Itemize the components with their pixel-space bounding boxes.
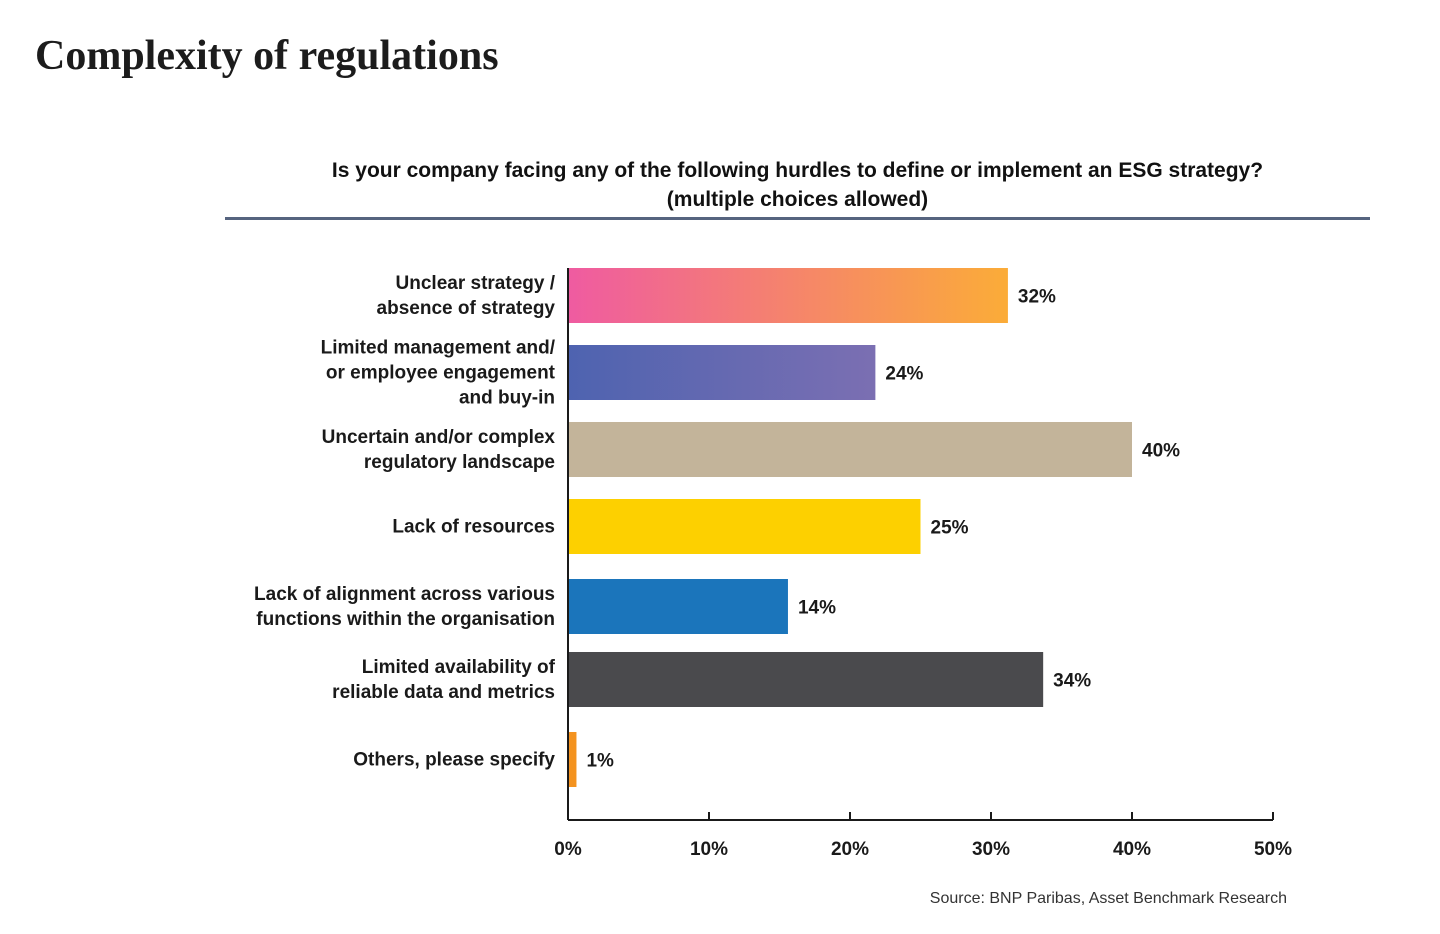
category-label: Limited management and/or employee engag… [321, 338, 556, 409]
bar [568, 422, 1132, 477]
bar [568, 499, 921, 554]
category-label: Others, please specify [353, 750, 555, 771]
category-label-line: Unclear strategy / [396, 273, 556, 294]
data-label: 34% [1053, 671, 1091, 692]
chart-title: Is your company facing any of the follow… [225, 156, 1370, 214]
data-label: 14% [798, 598, 836, 619]
chart-title-line: Is your company facing any of the follow… [331, 159, 1264, 182]
data-label: 25% [931, 518, 969, 539]
x-tick-label: 0% [554, 839, 582, 860]
x-tick-label: 30% [972, 839, 1010, 860]
category-label-line: Limited availability of [362, 657, 556, 678]
bar [568, 579, 788, 634]
title-divider [225, 217, 1370, 220]
category-label-line: regulatory landscape [364, 452, 555, 473]
x-tick-label: 50% [1254, 839, 1292, 860]
page-heading: Complexity of regulations [35, 33, 499, 79]
data-label: 24% [885, 364, 923, 385]
category-label: Lack of resources [392, 517, 555, 538]
x-tick-label: 10% [690, 839, 728, 860]
category-label-line: absence of strategy [377, 298, 556, 319]
data-label: 1% [586, 751, 614, 772]
category-label-line: or employee engagement [326, 363, 556, 384]
category-label-line: Limited management and/ [321, 338, 556, 359]
category-label: Lack of alignment across various function… [254, 584, 555, 630]
data-label: 32% [1018, 287, 1056, 308]
x-tick-label: 40% [1113, 839, 1151, 860]
category-label-line: and buy-in [459, 388, 555, 409]
category-label: Limited availability of reliable data and… [332, 657, 555, 703]
data-label: 40% [1142, 441, 1180, 462]
category-label-line: functions within the organisation [256, 609, 555, 630]
category-label: Uncertain and/or complex regulatory lands… [322, 427, 556, 473]
category-label-line: Lack of resources [392, 517, 555, 538]
category-label-line: Others, please specify [353, 750, 555, 771]
bar [568, 652, 1044, 707]
bar [568, 268, 1008, 323]
chart-subtitle: (multiple choices allowed) [666, 188, 929, 211]
x-tick-label: 20% [831, 839, 869, 860]
category-label-line: Uncertain and/or complex [322, 427, 556, 448]
bar [568, 732, 577, 787]
bar [568, 345, 876, 400]
category-label: Unclear strategy / absence of strategy [377, 273, 556, 319]
source-note: Source: BNP Paribas, Asset Benchmark Res… [929, 890, 1287, 907]
category-label-line: reliable data and metrics [332, 682, 555, 703]
category-label-line: Lack of alignment across various [254, 584, 555, 605]
